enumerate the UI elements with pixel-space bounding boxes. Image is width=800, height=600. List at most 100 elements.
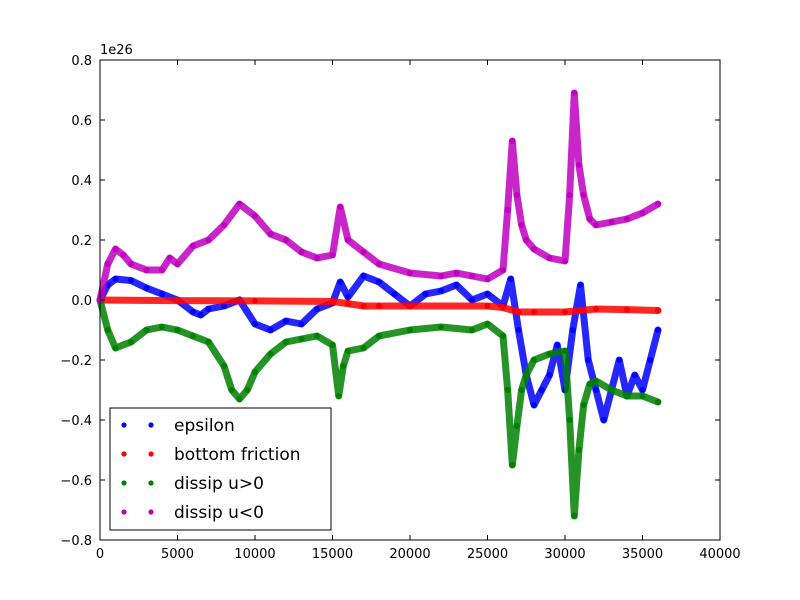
data-point	[205, 339, 212, 345]
data-point	[190, 309, 196, 315]
y-tick-label: −0.4	[60, 414, 92, 429]
data-point	[205, 237, 212, 243]
x-tick-label: 20000	[389, 547, 430, 562]
legend-marker	[148, 422, 154, 428]
data-point	[298, 249, 305, 255]
data-point	[453, 282, 460, 288]
data-point	[143, 285, 150, 291]
data-point	[174, 297, 181, 304]
data-point	[391, 291, 398, 297]
data-point	[244, 387, 251, 393]
data-point	[484, 321, 491, 327]
data-point	[531, 309, 537, 315]
data-point	[190, 333, 196, 339]
data-point	[376, 333, 382, 339]
data-point	[580, 402, 587, 408]
series-2	[96, 296, 662, 520]
data-point	[569, 327, 576, 333]
data-point	[112, 345, 119, 351]
data-point	[120, 252, 127, 258]
data-point	[236, 396, 243, 402]
data-point	[655, 201, 661, 207]
data-point	[267, 351, 274, 357]
data-point	[600, 417, 607, 423]
data-point	[360, 249, 367, 255]
data-point	[174, 261, 181, 267]
data-point	[518, 387, 525, 393]
data-point	[143, 267, 150, 273]
data-point	[252, 297, 258, 304]
data-point	[469, 327, 475, 333]
data-point	[345, 300, 351, 307]
axis-exponent-label: 1e26	[100, 43, 133, 58]
data-point	[236, 201, 243, 207]
data-point	[267, 231, 274, 237]
legend-marker	[148, 451, 154, 457]
data-point	[337, 279, 344, 285]
data-point	[197, 312, 204, 318]
data-point	[608, 387, 615, 393]
data-point	[128, 261, 134, 267]
data-point	[298, 321, 305, 327]
data-point	[515, 309, 522, 315]
data-point	[376, 279, 382, 285]
data-point	[562, 309, 568, 315]
data-point	[523, 237, 530, 243]
legend-label: bottom friction	[174, 445, 301, 465]
data-point	[104, 261, 111, 267]
legend: epsilon bottom friction dissip u>0 dissip u…	[109, 407, 332, 531]
legend-entry: dissip u<0	[121, 503, 264, 523]
data-point	[484, 276, 491, 282]
data-point	[407, 303, 413, 309]
legend-marker	[121, 509, 127, 515]
data-point	[655, 399, 661, 405]
data-point	[562, 258, 568, 264]
legend-marker	[121, 422, 127, 428]
data-point	[571, 90, 578, 96]
legend-entry: epsilon	[121, 416, 235, 436]
data-point	[509, 138, 516, 144]
data-point	[252, 213, 258, 219]
data-point	[314, 255, 320, 261]
data-point	[337, 204, 344, 210]
legend-label: dissip u<0	[174, 503, 264, 523]
data-point	[314, 333, 320, 339]
y-tick-label: 0.4	[71, 174, 92, 189]
data-point	[593, 222, 599, 228]
data-point	[104, 327, 111, 333]
data-point	[500, 304, 506, 311]
data-point	[507, 276, 514, 282]
y-tick-label: 0.2	[71, 234, 92, 249]
data-point	[360, 273, 367, 279]
data-point	[267, 327, 274, 333]
data-point	[221, 303, 227, 309]
legend-marker	[121, 451, 127, 457]
data-point	[546, 372, 553, 378]
y-tick-label: −0.8	[60, 534, 92, 549]
data-point	[531, 246, 537, 252]
data-point	[566, 192, 573, 198]
series-layer	[96, 89, 662, 520]
data-point	[593, 387, 599, 393]
legend-marker	[148, 480, 154, 486]
series-3	[96, 89, 662, 304]
data-point	[513, 192, 520, 198]
data-point	[509, 462, 516, 468]
data-point	[340, 363, 347, 369]
data-point	[174, 327, 181, 333]
legend-entry: bottom friction	[121, 445, 301, 465]
data-point	[639, 387, 646, 393]
data-point	[252, 321, 258, 327]
data-point	[647, 357, 654, 363]
data-point	[655, 307, 661, 314]
data-point	[422, 291, 429, 297]
legend-label: dissip u>0	[174, 474, 264, 494]
data-point	[586, 216, 593, 222]
data-point	[453, 270, 460, 276]
data-point	[575, 447, 582, 453]
y-tick-label: 0.8	[71, 54, 92, 69]
data-point	[577, 282, 584, 288]
data-point	[538, 387, 545, 393]
data-point	[575, 162, 582, 168]
